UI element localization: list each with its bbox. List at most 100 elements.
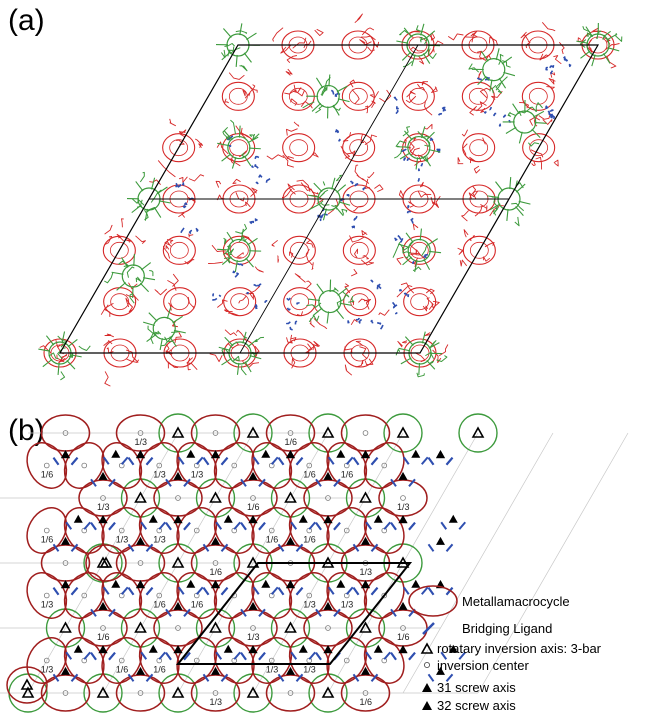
height-label: 1/6 [303,535,316,545]
bridging-ligand-mark [390,478,416,487]
bridging-fragment [286,320,298,331]
inversion-center-mark [287,690,294,696]
metallamacrocycle-ring [457,229,496,267]
metallamacrocycle-ring [461,184,504,222]
screw-axis-mark [136,450,145,459]
cluster-unit [392,228,442,273]
bridging-ligand-marks [52,456,467,682]
bridging-ligand-mark [140,651,167,660]
bridging-ligand-mark [165,478,191,487]
metallamacrocycle-ring [102,218,146,265]
cluster-arms [319,174,348,215]
bridging-ligand-mark [52,587,79,596]
legend-inversion-center-text: inversion center [437,658,529,673]
ring-linkers [266,121,319,168]
screw-axis-mark [411,449,421,458]
bridging-ligand-mark [240,652,266,661]
inversion-axis-mark [359,491,372,503]
bridging-ligand-mark [127,673,154,682]
height-labels: 1/3 1/6 1/3 1/6 1/3 1/6 1/3 1/6 1/3 1/6 1/3 1/6 1/3 1… [41,437,410,707]
screw-axis-mark [411,579,421,588]
bridging-ligand-mark [352,457,379,466]
inversion-center-mark [362,690,369,696]
cluster-unit [104,254,156,304]
legend-screw-32-text: 32 screw axis [437,698,516,713]
metallamacrocycle-ring [221,72,258,111]
bridging-ligand-mark [127,543,154,552]
legend-screw-32-symbol [422,701,432,710]
bridging-fragment [254,300,268,310]
height-label: 1/3 [97,502,110,512]
cluster-arms [491,180,525,227]
height-label: 1/3 [153,535,166,545]
height-label: 1/6 [153,600,166,610]
panel-a-label: (a) [8,4,45,37]
ring-linkers [349,79,392,114]
bridging-ligand-mark [427,457,454,466]
legend-inversion-center-symbol [423,661,431,669]
inversion-axis-mark [246,556,260,568]
ring-linkers [344,340,374,376]
bridging-ligand-mark [177,456,204,465]
screw-axis-mark [323,601,333,610]
bridging-ligand-mark [102,456,129,465]
height-label: 1/6 [303,470,316,480]
metallamacrocycle-ring [103,333,140,387]
bridging-ligand-mark [165,608,191,617]
metallamacrocycle-ellipse [40,674,91,712]
bridging-fragment [339,194,350,202]
screw-axis-mark [173,471,183,480]
inversion-center-mark [100,495,106,501]
inversion-center-mark [137,560,144,566]
cluster-unit [393,126,441,170]
legend-inversion-axis-text: rotatary inversion axis: 3-bar [437,641,602,656]
bridging-ligand-mark [252,456,279,465]
screw-axis-mark [98,601,108,610]
metallamacrocycle-ring [401,81,438,116]
metallamacrocycle-ring [216,125,256,167]
metallamacrocycle-ring [402,123,436,166]
screw-axis-mark [223,514,233,523]
ring-linkers [396,282,440,312]
cluster-unit [307,174,351,221]
inversion-axis-mark [209,491,222,503]
bridging-ligand-mark [252,586,279,595]
height-label: 1/3 [41,665,54,675]
cluster-unit [502,99,547,147]
screw-axis-mark [373,644,383,653]
inversion-axis-mark [359,621,372,633]
unit-cell-outline-b [175,562,413,665]
bridging-ligand-mark [427,673,454,682]
ring-linkers [215,178,258,208]
screw-axis-mark [261,579,271,588]
bridging-fragment [370,279,382,290]
bridging-ligand-mark [202,587,229,596]
height-label: 1/3 [191,470,204,480]
cluster-units [38,22,623,381]
screw-axis-mark [448,514,458,523]
bridging-ligand-mark [102,586,129,595]
inversion-center-mark [362,430,369,436]
screw-axis-mark [211,666,220,675]
crystal-packing-view [38,13,623,387]
metallamacrocycle-ring [461,70,503,116]
bridging-ligand-mark [277,673,304,682]
screw-axis-mark [361,666,370,675]
bridging-ligand-mark [52,543,79,552]
cluster-unit [217,223,262,273]
screw-axis-mark [398,471,408,480]
screw-axis-mark [323,471,333,480]
cluster-arms [392,241,428,271]
height-label: 1/3 [341,600,354,610]
inversion-axis-mark [321,686,335,698]
screw-axis-mark [261,449,271,458]
ring-linkers [216,125,250,167]
screw-axis-mark [361,450,370,459]
screw-axis-mark [336,579,346,588]
inversion-axis-mark [209,621,222,633]
legend-screw-31-symbol [422,683,432,692]
ring-linkers [149,160,205,218]
screw-axis-mark [398,601,408,610]
metallamacrocycle-ring [447,30,498,61]
screw-axis-mark [336,449,346,458]
